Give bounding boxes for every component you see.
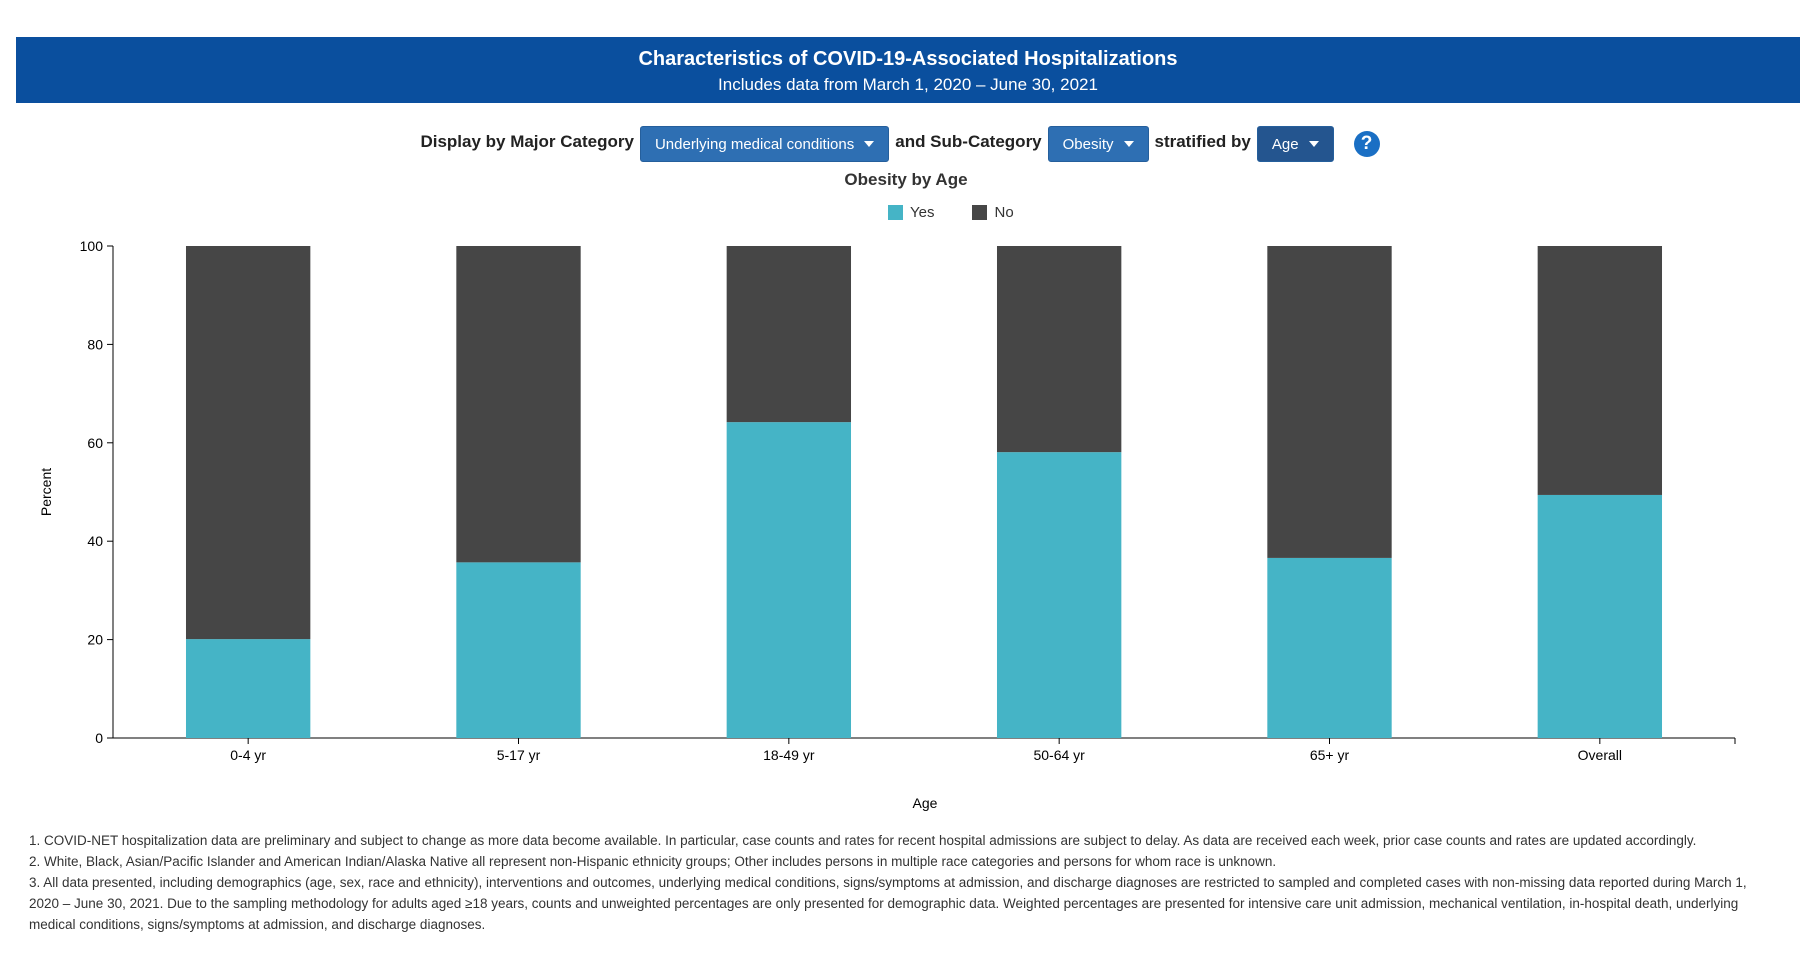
- footnotes: 1. COVID-NET hospitalization data are pr…: [29, 830, 1779, 935]
- legend-swatch-yes: [888, 204, 903, 220]
- bar-no-2: [726, 246, 852, 423]
- stratified-by-dropdown[interactable]: Age: [1256, 126, 1334, 162]
- legend-swatch-no: [972, 204, 988, 220]
- x-tick-label: 18-49 yr: [763, 747, 815, 763]
- page-subtitle: Includes data from March 1, 2020 – June …: [718, 75, 1098, 94]
- caret-down-icon: [864, 141, 875, 147]
- sub-category-dropdown[interactable]: Obesity: [1047, 126, 1149, 162]
- caret-down-icon: [1308, 141, 1319, 147]
- footnote-1: 1. COVID-NET hospitalization data are pr…: [29, 833, 1697, 848]
- y-tick-label: 80: [87, 336, 103, 352]
- major-category-value: Underlying medical conditions: [654, 135, 855, 153]
- x-tick-label: 0-4 yr: [230, 747, 266, 763]
- stratified-by-value: Age: [1271, 135, 1299, 153]
- question-circle-icon[interactable]: ?: [1353, 131, 1380, 157]
- sub-category-label: and Sub-Category: [895, 132, 1042, 151]
- bar-no-4: [1267, 246, 1392, 558]
- chart-title: Obesity by Age: [844, 170, 968, 189]
- stratified-by-label: stratified by: [1154, 132, 1251, 151]
- bar-yes-5: [1537, 494, 1663, 738]
- bar-yes-4: [1267, 557, 1392, 738]
- caret-down-icon: [1123, 141, 1134, 147]
- x-tick-label: 50-64 yr: [1033, 747, 1085, 763]
- x-tick-label: 5-17 yr: [497, 747, 541, 763]
- bar-yes-2: [726, 422, 852, 738]
- bar-no-0: [185, 246, 311, 640]
- sub-category-value: Obesity: [1062, 135, 1114, 153]
- y-tick-label: 40: [87, 533, 103, 549]
- legend-label-no: No: [994, 203, 1014, 221]
- major-category-dropdown[interactable]: Underlying medical conditions: [639, 126, 890, 162]
- page-title: Characteristics of COVID-19-Associated H…: [638, 48, 1178, 70]
- legend-item-yes[interactable]: Yes: [888, 204, 934, 221]
- major-category-label: Display by Major Category: [420, 132, 634, 151]
- x-axis-label: Age: [913, 795, 938, 811]
- y-tick-label: 60: [87, 435, 103, 451]
- bar-no-3: [996, 246, 1122, 453]
- footnote-3: 3. All data presented, including demogra…: [29, 875, 1747, 932]
- legend-item-no[interactable]: No: [972, 203, 1014, 221]
- bar-no-1: [456, 246, 581, 563]
- footnote-2: 2. White, Black, Asian/Pacific Islander …: [29, 854, 1277, 869]
- x-tick-label: Overall: [1578, 747, 1622, 763]
- y-tick-label: 100: [80, 238, 104, 254]
- y-tick-label: 0: [95, 730, 103, 746]
- bar-no-5: [1537, 246, 1663, 495]
- filter-controls: Display by Major Category Underlying med…: [0, 124, 1800, 164]
- bar-yes-0: [185, 639, 311, 738]
- x-tick-label: 65+ yr: [1310, 747, 1350, 763]
- header-banner: Characteristics of COVID-19-Associated H…: [16, 37, 1800, 103]
- y-tick-label: 20: [87, 632, 103, 648]
- legend-label-yes: Yes: [910, 203, 935, 221]
- bar-yes-3: [996, 452, 1122, 738]
- y-axis-label: Percent: [38, 468, 54, 516]
- chart-legend: Yes No: [888, 202, 1052, 222]
- bar-yes-1: [456, 562, 581, 738]
